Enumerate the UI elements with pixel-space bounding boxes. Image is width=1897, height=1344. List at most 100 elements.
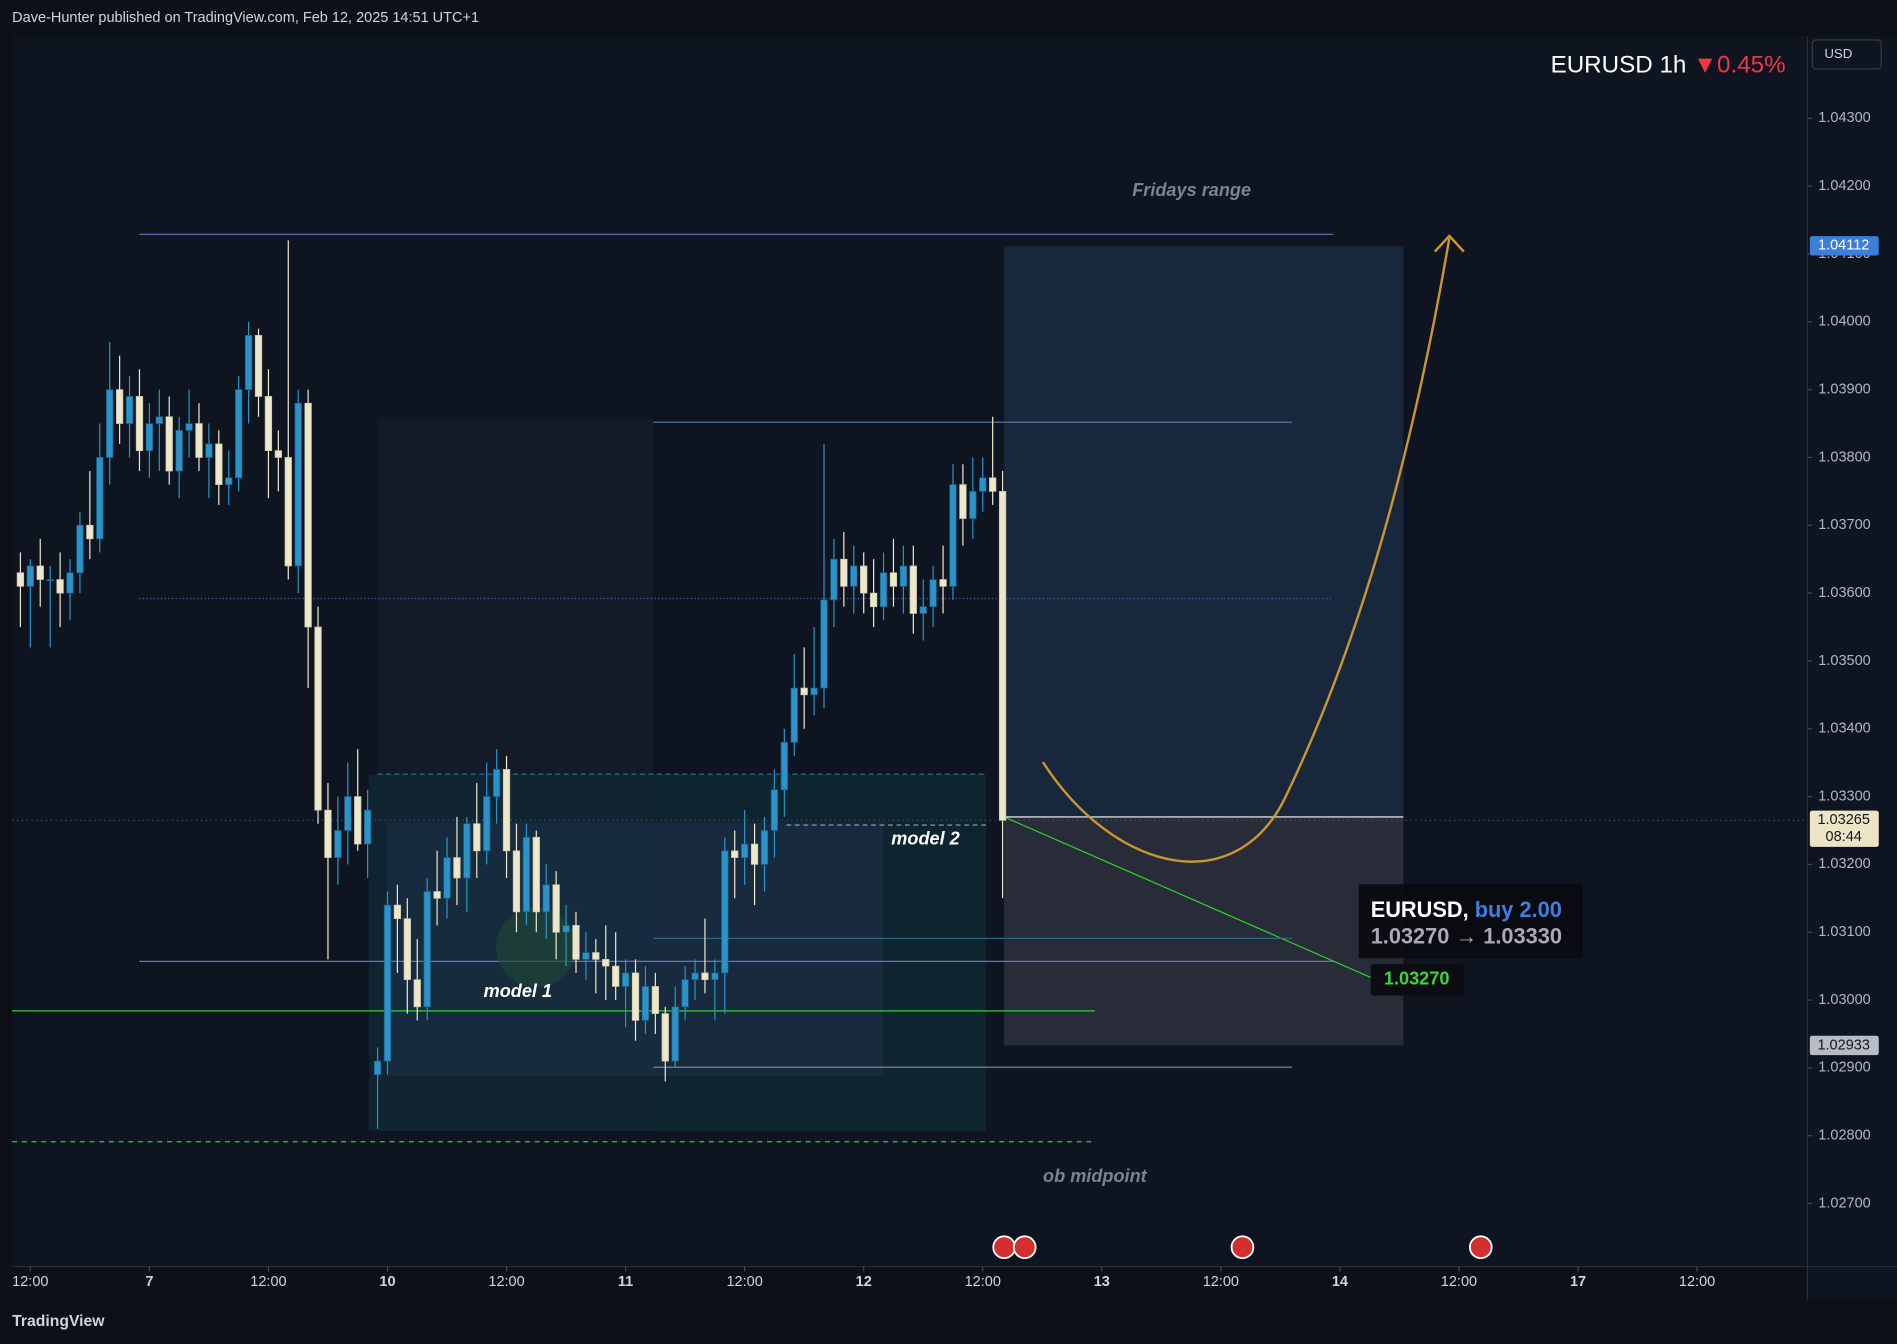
candle-body [840,558,848,587]
candle-body [651,986,659,1014]
candle-body [671,1006,679,1062]
x-tick-label: 13 [1094,1274,1110,1290]
x-tick-label: 12:00 [965,1274,1001,1290]
price-tag [1809,236,1879,256]
order-qty: 2.00 [1519,897,1561,922]
annotation: model 1 [484,981,553,1001]
candle-body [433,891,441,899]
y-tick-label: 1.04000 [1818,314,1870,330]
order-title: EURUSD, buy 2.00 [1371,897,1562,922]
candle-body [631,972,640,1021]
candle-body [860,565,868,594]
candle-body [612,965,620,987]
candle-body [889,572,898,587]
candle-body [314,626,322,811]
candle-body [383,904,392,1062]
candle-body [562,925,570,933]
candle-body [741,843,749,858]
candle-body [939,579,947,587]
candle-body [46,579,54,582]
candle-body [284,457,292,567]
price-tag-countdown: 08:44 [1826,829,1862,845]
candle-body [979,477,987,492]
x-tick-label: 10 [379,1274,395,1290]
event-flag[interactable] [1012,1235,1037,1260]
candle-body [522,836,531,913]
candle-body [423,891,431,1008]
footer-bar [0,1300,1897,1344]
candle-body [929,579,937,608]
order-entry: 1.03270 [1371,923,1450,948]
order-symbol: EURUSD, [1371,897,1469,922]
candle-body [492,769,501,797]
projection-arrowhead [1433,234,1465,253]
candle-body [681,979,689,1008]
candle-body [959,484,967,519]
candle-body [225,477,233,485]
event-flag[interactable] [1230,1235,1255,1260]
x-tick-label: 7 [145,1274,153,1290]
y-tick-label: 1.03200 [1818,856,1870,872]
candle-body [393,904,402,920]
candle-body [830,558,838,601]
y-tick-label: 1.03400 [1818,721,1870,737]
x-tick-label: 12:00 [250,1274,286,1290]
candle-body [274,450,282,458]
order-arrow: → [1455,923,1477,948]
x-tick-label: 17 [1570,1274,1586,1290]
event-flags [992,1235,1493,1260]
candle-body [403,918,411,981]
candle-body [621,972,630,987]
candle-body [780,741,788,791]
currency-box [1811,39,1882,70]
y-tick-label: 1.03000 [1818,992,1870,1008]
candle-body [969,491,977,519]
footer-brand: TradingView [12,1313,105,1330]
candle-body [820,599,828,689]
candle-body [155,416,163,424]
x-tick-label: 14 [1332,1274,1348,1290]
candle-body [800,687,808,696]
candle-body [919,606,927,614]
candle-body [235,389,243,479]
event-flag[interactable] [992,1235,1016,1260]
annotation: Fridays range [1132,180,1251,200]
projection-curve [1041,238,1451,863]
y-tick-label: 1.03600 [1818,585,1870,601]
interval: 1h [1659,52,1686,79]
candle-body [909,565,917,614]
entry-label-box [1370,964,1464,996]
candle-body [364,809,372,845]
candle-body [66,572,74,594]
candle-body [711,972,719,981]
event-flag[interactable] [1468,1235,1493,1260]
candle-body [572,925,580,960]
position-profit [1004,245,1404,817]
byline: Dave-Hunter published on TradingView.com… [12,10,479,26]
candle-body [850,565,858,587]
candle-body [592,952,600,960]
x-tick-label: 12:00 [1679,1274,1715,1290]
candle-body [750,843,759,865]
candle-body [264,396,273,452]
y-tick-label: 1.02700 [1818,1195,1870,1211]
candle-body [373,1060,382,1076]
entry-label: 1.03270 [1384,969,1450,989]
candle-body [304,402,312,628]
y-tick-label: 1.03800 [1818,449,1870,465]
candle-body [760,830,769,865]
annotation: model 2 [891,828,960,848]
x-tick-label: 12:00 [488,1274,524,1290]
x-tick-label: 11 [618,1274,633,1290]
order-prices: 1.03270 → 1.03330 [1371,923,1562,948]
annotation: ob midpoint [1043,1166,1148,1186]
footer-logo: TradingView [12,1313,105,1330]
y-tick-label: 1.04200 [1818,178,1870,194]
candle-body [661,1013,669,1062]
x-tick-label: 12:00 [1203,1274,1239,1290]
position-loss [1004,816,1404,1046]
order-side: buy [1475,897,1514,922]
y-tick-label: 1.03100 [1818,924,1870,940]
candle-body [215,443,223,485]
